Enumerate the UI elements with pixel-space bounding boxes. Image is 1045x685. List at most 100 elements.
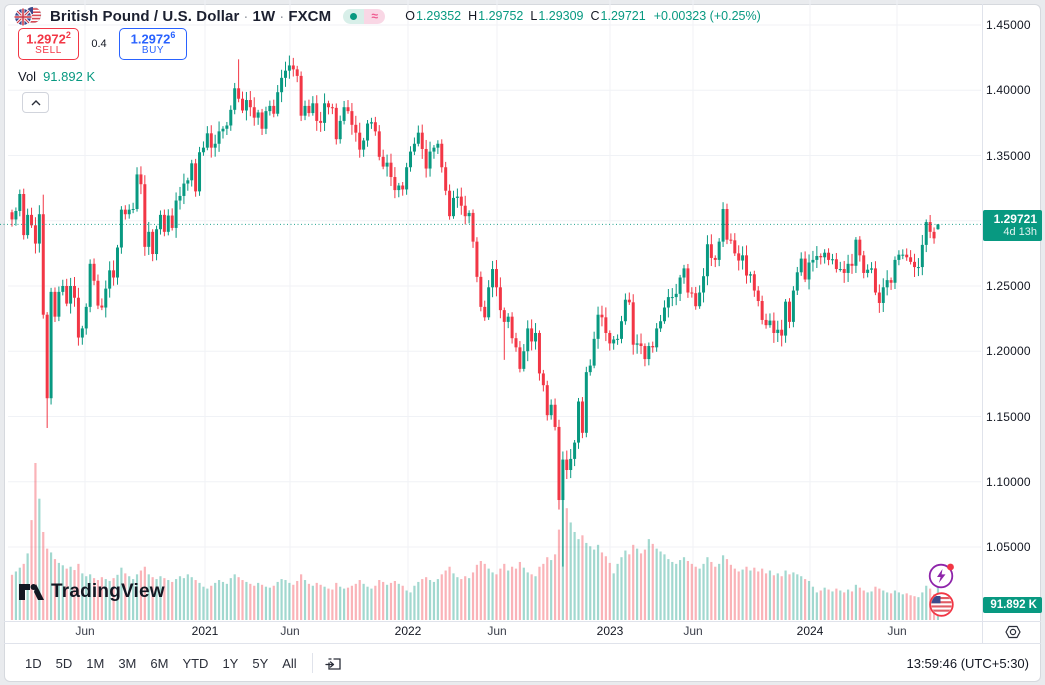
candle-body <box>283 70 287 78</box>
range-button-6m[interactable]: 6M <box>150 655 169 671</box>
candle-body <box>776 329 780 333</box>
candle-body <box>905 254 909 258</box>
candle-body <box>811 259 815 263</box>
candle-body <box>545 385 549 416</box>
uk-flag-circle <box>14 8 32 26</box>
volume-bar <box>686 561 690 620</box>
instant-trading-button[interactable] <box>928 562 955 589</box>
volume-bar <box>284 580 287 620</box>
us-session-flag-button[interactable] <box>928 591 955 618</box>
candle-body <box>307 105 311 114</box>
volume-bar <box>249 583 252 620</box>
volume-bar <box>358 580 361 620</box>
candle-body <box>303 105 307 116</box>
candle-body <box>850 263 854 266</box>
volume-bar <box>382 581 385 620</box>
volume-bar <box>315 582 318 620</box>
tradingview-logo-icon <box>19 584 44 600</box>
clock[interactable]: 13:59:46 (UTC+5:30) <box>906 655 1029 671</box>
candle-body <box>803 258 807 280</box>
volume-bar <box>804 579 807 620</box>
volume-bar <box>229 578 232 620</box>
candle-body <box>373 122 377 132</box>
price-scale-settings-button[interactable] <box>1004 623 1022 641</box>
candle-body <box>729 239 733 241</box>
range-button-1m[interactable]: 1M <box>86 655 105 671</box>
range-button-5d[interactable]: 5D <box>55 655 73 671</box>
collapse-legend-button[interactable] <box>22 92 49 113</box>
range-button-all[interactable]: All <box>282 655 297 671</box>
candle-body <box>506 316 510 322</box>
tradingview-watermark: TradingView <box>18 580 165 604</box>
volume-bar <box>272 585 275 620</box>
volume-bar <box>77 563 80 620</box>
volume-bar <box>600 552 604 620</box>
price-chart-canvas[interactable] <box>0 0 982 622</box>
volume-bar <box>311 585 314 620</box>
sell-button[interactable]: 1.29722 SELL <box>18 28 79 60</box>
volume-bar <box>452 573 455 620</box>
buy-button[interactable]: 1.29726 BUY <box>119 28 187 60</box>
volume-bar <box>507 570 510 620</box>
candle-body <box>241 98 245 111</box>
range-button-ytd[interactable]: YTD <box>182 655 209 671</box>
candle-body <box>264 111 268 129</box>
candle-body <box>686 268 690 293</box>
volume-bar <box>393 580 396 620</box>
candle-body <box>45 314 49 399</box>
candle-body <box>534 332 538 342</box>
volume-bar <box>870 591 873 620</box>
volume-bar <box>147 574 150 620</box>
chart-window-frame <box>4 4 1041 682</box>
volume-bar <box>14 571 18 620</box>
volume-bar <box>139 570 143 620</box>
candle-body <box>635 343 639 345</box>
volume-bar <box>596 544 600 620</box>
candle-body <box>412 143 416 152</box>
candle-body <box>166 215 170 232</box>
volume-bar <box>444 570 447 620</box>
candle-body <box>26 214 30 236</box>
candle-body <box>647 346 651 360</box>
volume-bar <box>678 560 682 620</box>
range-button-3m[interactable]: 3M <box>118 655 137 671</box>
volume-bar <box>73 570 76 620</box>
candle-body <box>815 255 819 260</box>
volume-bar <box>593 549 596 620</box>
range-button-1y[interactable]: 1Y <box>222 655 239 671</box>
symbol-title[interactable]: British Pound / U.S. Dollar · 1W · FXCM <box>50 7 332 25</box>
volume-bar <box>237 577 240 620</box>
volume-bar <box>745 566 748 620</box>
go-to-date-button[interactable] <box>321 652 348 675</box>
candle-body <box>416 132 420 144</box>
candle-body <box>280 77 284 93</box>
volume-bar <box>729 564 732 620</box>
candle-body <box>18 193 22 211</box>
candle-body <box>221 128 225 132</box>
volume-bar <box>413 585 416 620</box>
range-button-1d[interactable]: 1D <box>25 655 42 671</box>
candle-body <box>561 459 565 501</box>
market-status-pill[interactable]: ≈ <box>343 8 386 24</box>
candle-body <box>131 209 135 211</box>
candle-body <box>928 222 932 232</box>
candle-body <box>916 267 920 269</box>
volume-bar <box>925 585 928 620</box>
volume-bar <box>514 568 518 620</box>
range-button-5y[interactable]: 5Y <box>252 655 269 671</box>
candle-body <box>174 200 178 228</box>
bar-countdown: 4d 13h <box>1003 226 1037 238</box>
candle-body <box>752 274 756 291</box>
candle-body <box>717 241 721 260</box>
volume-bar <box>456 577 459 620</box>
candle-body <box>901 254 905 256</box>
volume-bar <box>733 568 736 620</box>
candle-body <box>498 287 502 311</box>
volume-bar <box>850 591 854 620</box>
volume-bar <box>464 576 467 620</box>
candle-body <box>471 212 475 242</box>
candle-body <box>772 320 776 333</box>
candle-body <box>112 270 116 278</box>
volume-bar <box>620 557 623 620</box>
candle-body <box>479 276 483 307</box>
